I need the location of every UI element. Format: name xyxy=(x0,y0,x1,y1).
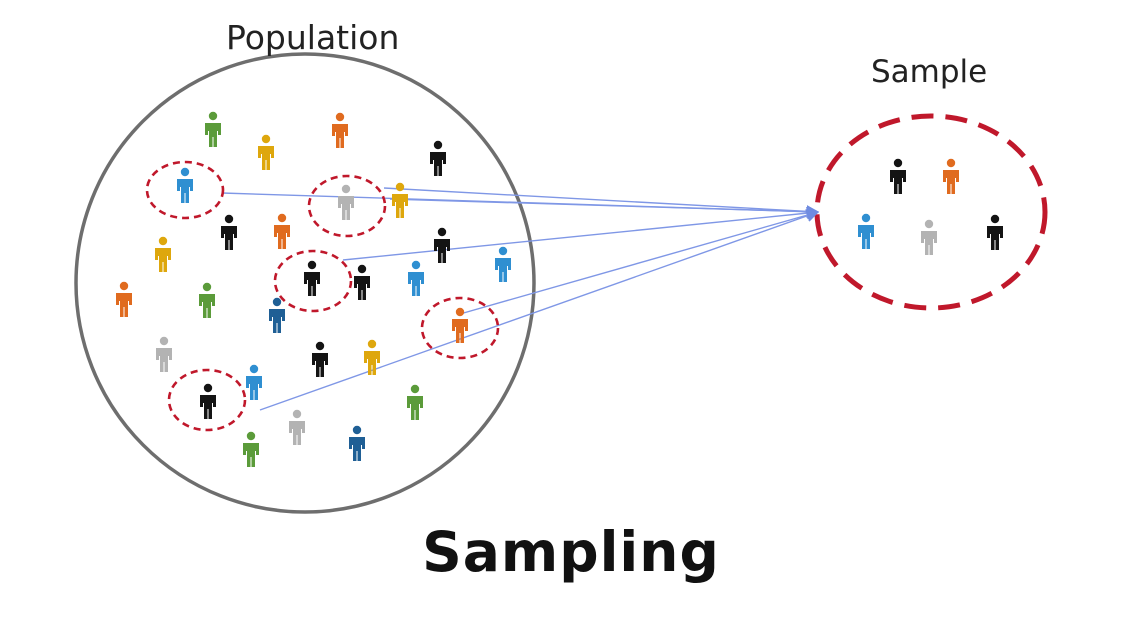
sampling-arrows xyxy=(221,187,820,411)
selection-rings xyxy=(145,160,500,432)
person-icon xyxy=(156,336,172,372)
person-icon xyxy=(221,214,237,250)
person-icon xyxy=(155,236,171,272)
person-icon xyxy=(354,264,370,300)
person-icon xyxy=(269,297,285,333)
population-label: Population xyxy=(226,18,400,57)
selection-ring xyxy=(307,174,387,238)
person-icon xyxy=(304,260,320,296)
person-icon xyxy=(987,214,1003,250)
person-icon xyxy=(200,383,216,419)
person-icon xyxy=(407,384,423,420)
person-icon xyxy=(177,167,193,203)
person-icon xyxy=(258,134,274,170)
sample-label: Sample xyxy=(871,54,988,90)
person-icon xyxy=(364,339,380,375)
population-circle xyxy=(74,52,536,514)
person-icon xyxy=(312,341,328,377)
selection-ring xyxy=(420,296,500,360)
person-icon xyxy=(243,431,259,467)
person-icon xyxy=(452,307,468,343)
person-icon xyxy=(349,425,365,461)
person-icon xyxy=(943,158,959,194)
sampling-arrow xyxy=(459,209,820,315)
person-icon xyxy=(890,158,906,194)
person-icon xyxy=(246,364,262,400)
person-icon xyxy=(205,111,221,147)
person-icon xyxy=(921,219,937,255)
person-icon xyxy=(430,140,446,176)
person-icon xyxy=(408,260,424,296)
sample-figures xyxy=(858,158,1003,255)
sample-circle xyxy=(814,113,1048,311)
person-icon xyxy=(434,227,450,263)
sampling-arrow xyxy=(389,198,820,218)
person-icon xyxy=(116,281,132,317)
sampling-arrow xyxy=(259,209,820,411)
selection-ring xyxy=(273,249,353,313)
person-icon xyxy=(495,246,511,282)
person-icon xyxy=(392,182,408,218)
population-figures xyxy=(116,111,511,467)
sampling-arrow xyxy=(342,206,820,261)
selection-ring xyxy=(167,368,247,432)
person-icon xyxy=(274,213,290,249)
diagram-title: Sampling xyxy=(422,520,720,584)
sampling-arrow xyxy=(383,187,820,218)
person-icon xyxy=(332,112,348,148)
selection-ring xyxy=(145,160,225,220)
person-icon xyxy=(289,409,305,445)
person-icon xyxy=(858,213,874,249)
person-icon xyxy=(338,184,354,220)
person-icon xyxy=(199,282,215,318)
